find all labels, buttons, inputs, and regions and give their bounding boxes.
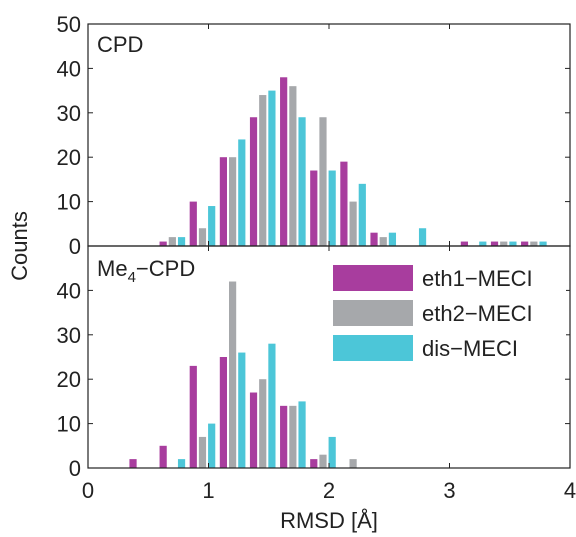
legend-label: dis−MECI bbox=[422, 336, 518, 361]
bar-eth2-meci-bin-4 bbox=[259, 379, 267, 468]
top-panel-title: CPD bbox=[97, 32, 143, 57]
bottom-panel-title: Me4−CPD bbox=[97, 256, 195, 286]
bar-eth2-meci-bin-5 bbox=[289, 86, 297, 246]
x-axis-label: RMSD [Å] bbox=[280, 508, 378, 533]
bar-eth1-meci-bin-5 bbox=[280, 77, 288, 246]
y-axis-label: Counts bbox=[7, 211, 32, 281]
bar-eth1-meci-bin-13 bbox=[521, 241, 529, 246]
bar-eth2-meci-bin-4 bbox=[259, 95, 267, 246]
bar-eth1-meci-bin-3 bbox=[219, 157, 227, 246]
bottom-panel-title-main: Me bbox=[97, 256, 128, 281]
bar-dis-meci-bin-2 bbox=[208, 206, 216, 246]
bar-dis-meci-bin-9 bbox=[418, 228, 427, 246]
bar-eth2-meci-bin-2 bbox=[198, 436, 207, 468]
bar-dis-meci-bin-5 bbox=[298, 117, 306, 247]
bottom-panel: 0 10 20 30 40 Me4−CPD eth1−MECI eth2−MECI dis−… bbox=[57, 245, 571, 481]
bar-eth1-meci-bin-12 bbox=[490, 241, 499, 246]
bar-eth1-meci-bin-2 bbox=[189, 365, 197, 468]
bar-eth1-meci-bin-11 bbox=[460, 241, 468, 246]
bar-dis-meci-bin-11 bbox=[479, 241, 487, 246]
bar-dis-meci-bin-6 bbox=[328, 436, 336, 468]
bar-dis-meci-bin-13 bbox=[539, 241, 547, 246]
bar-eth1-meci-bin-7 bbox=[340, 161, 348, 246]
bottom-panel-title-subscript: 4 bbox=[128, 269, 136, 286]
y-tick-label: 30 bbox=[57, 323, 81, 348]
bar-eth1-meci-bin-2 bbox=[189, 201, 197, 246]
top-panel-bars bbox=[159, 77, 547, 247]
legend-label: eth1−MECI bbox=[422, 266, 533, 291]
bar-dis-meci-bin-1 bbox=[177, 237, 186, 246]
bottom-panel-bars bbox=[129, 281, 357, 468]
bar-dis-meci-bin-3 bbox=[238, 139, 246, 246]
bar-eth2-meci-bin-7 bbox=[349, 459, 357, 468]
bar-eth1-meci-bin-5 bbox=[280, 405, 288, 468]
legend-swatch bbox=[333, 265, 413, 291]
bar-eth1-meci-bin-1 bbox=[159, 445, 167, 468]
bar-eth1-meci-bin-1 bbox=[159, 241, 167, 246]
bar-eth2-meci-bin-7 bbox=[349, 201, 357, 246]
bar-eth1-meci-bin-8 bbox=[370, 232, 378, 246]
bar-dis-meci-bin-12 bbox=[509, 241, 517, 246]
bar-eth2-meci-bin-6 bbox=[319, 454, 327, 468]
bar-eth1-meci-bin-0 bbox=[129, 459, 137, 468]
bar-dis-meci-bin-6 bbox=[328, 170, 336, 246]
legend-label: eth2−MECI bbox=[422, 301, 533, 326]
bar-dis-meci-bin-3 bbox=[238, 352, 246, 468]
y-tick-label: 0 bbox=[69, 456, 81, 481]
y-tick-label: 20 bbox=[57, 145, 81, 170]
y-tick-label: 30 bbox=[57, 101, 81, 126]
y-tick-label: 0 bbox=[69, 234, 81, 259]
bar-dis-meci-bin-5 bbox=[298, 401, 306, 468]
legend-swatch bbox=[333, 300, 413, 326]
bar-eth2-meci-bin-2 bbox=[198, 228, 207, 246]
y-tick-label: 20 bbox=[57, 367, 81, 392]
bar-dis-meci-bin-4 bbox=[268, 90, 276, 246]
y-tick-label: 10 bbox=[57, 190, 81, 215]
bar-eth2-meci-bin-12 bbox=[500, 241, 508, 246]
bar-eth2-meci-bin-6 bbox=[319, 117, 327, 247]
bar-eth1-meci-bin-3 bbox=[219, 357, 227, 468]
y-tick-label: 10 bbox=[57, 412, 81, 437]
y-tick-label: 40 bbox=[57, 56, 81, 81]
legend: eth1−MECI eth2−MECI dis−MECI bbox=[328, 258, 566, 372]
x-tick-label: 2 bbox=[323, 478, 335, 503]
top-panel-y-ticks: 0 10 20 30 40 50 bbox=[57, 12, 570, 259]
bar-dis-meci-bin-4 bbox=[268, 343, 276, 468]
bar-dis-meci-bin-2 bbox=[208, 423, 216, 468]
y-tick-label: 40 bbox=[57, 278, 81, 303]
bar-eth2-meci-bin-8 bbox=[379, 237, 387, 246]
bar-dis-meci-bin-1 bbox=[177, 459, 186, 468]
y-tick-label: 50 bbox=[57, 12, 81, 37]
top-panel: 0 10 20 30 40 50 CPD bbox=[57, 12, 571, 259]
x-tick-label: 3 bbox=[443, 478, 455, 503]
x-tick-label: 4 bbox=[564, 478, 576, 503]
bar-eth1-meci-bin-4 bbox=[249, 392, 258, 468]
bar-eth2-meci-bin-5 bbox=[289, 405, 297, 468]
bar-eth1-meci-bin-4 bbox=[249, 117, 258, 247]
x-tick-label: 1 bbox=[202, 478, 214, 503]
legend-swatch bbox=[333, 335, 413, 361]
bar-eth2-meci-bin-13 bbox=[530, 241, 538, 246]
x-axis-ticks: 0 1 2 3 4 bbox=[82, 24, 576, 503]
bar-dis-meci-bin-8 bbox=[388, 232, 397, 246]
x-tick-label: 0 bbox=[82, 478, 94, 503]
bar-eth2-meci-bin-3 bbox=[229, 281, 237, 468]
bottom-panel-title-rest: −CPD bbox=[136, 256, 195, 281]
bar-eth2-meci-bin-3 bbox=[229, 157, 237, 246]
bar-eth1-meci-bin-6 bbox=[310, 170, 318, 246]
bar-dis-meci-bin-7 bbox=[358, 183, 366, 246]
bar-eth1-meci-bin-6 bbox=[310, 459, 318, 468]
bottom-panel-y-ticks: 0 10 20 30 40 bbox=[57, 278, 570, 481]
bar-eth2-meci-bin-1 bbox=[168, 237, 176, 246]
